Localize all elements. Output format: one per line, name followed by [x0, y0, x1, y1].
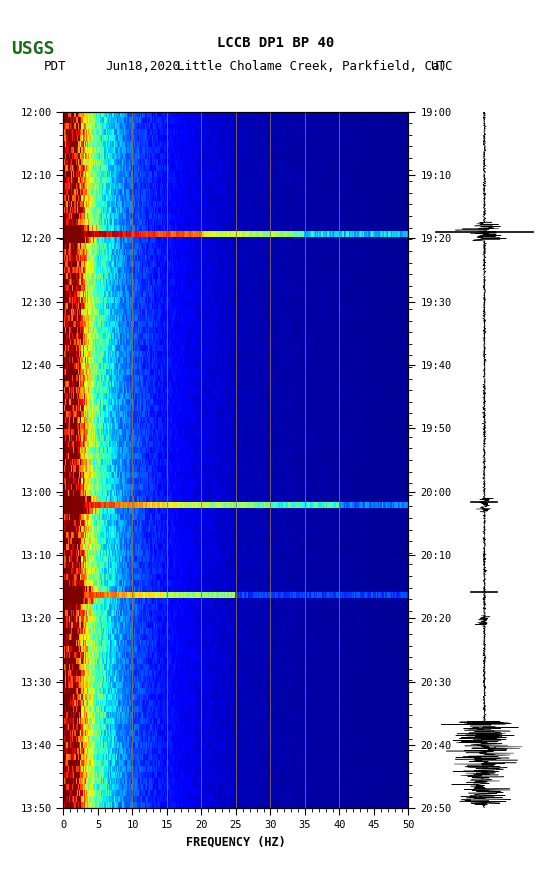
Text: UTC: UTC [431, 60, 453, 73]
Text: USGS: USGS [11, 40, 55, 58]
Text: PDT: PDT [44, 60, 67, 73]
Text: LCCB DP1 BP 40: LCCB DP1 BP 40 [217, 36, 335, 50]
Text: Jun18,2020: Jun18,2020 [105, 60, 180, 73]
X-axis label: FREQUENCY (HZ): FREQUENCY (HZ) [186, 836, 286, 848]
Text: Little Cholame Creek, Parkfield, Ca): Little Cholame Creek, Parkfield, Ca) [177, 60, 447, 73]
